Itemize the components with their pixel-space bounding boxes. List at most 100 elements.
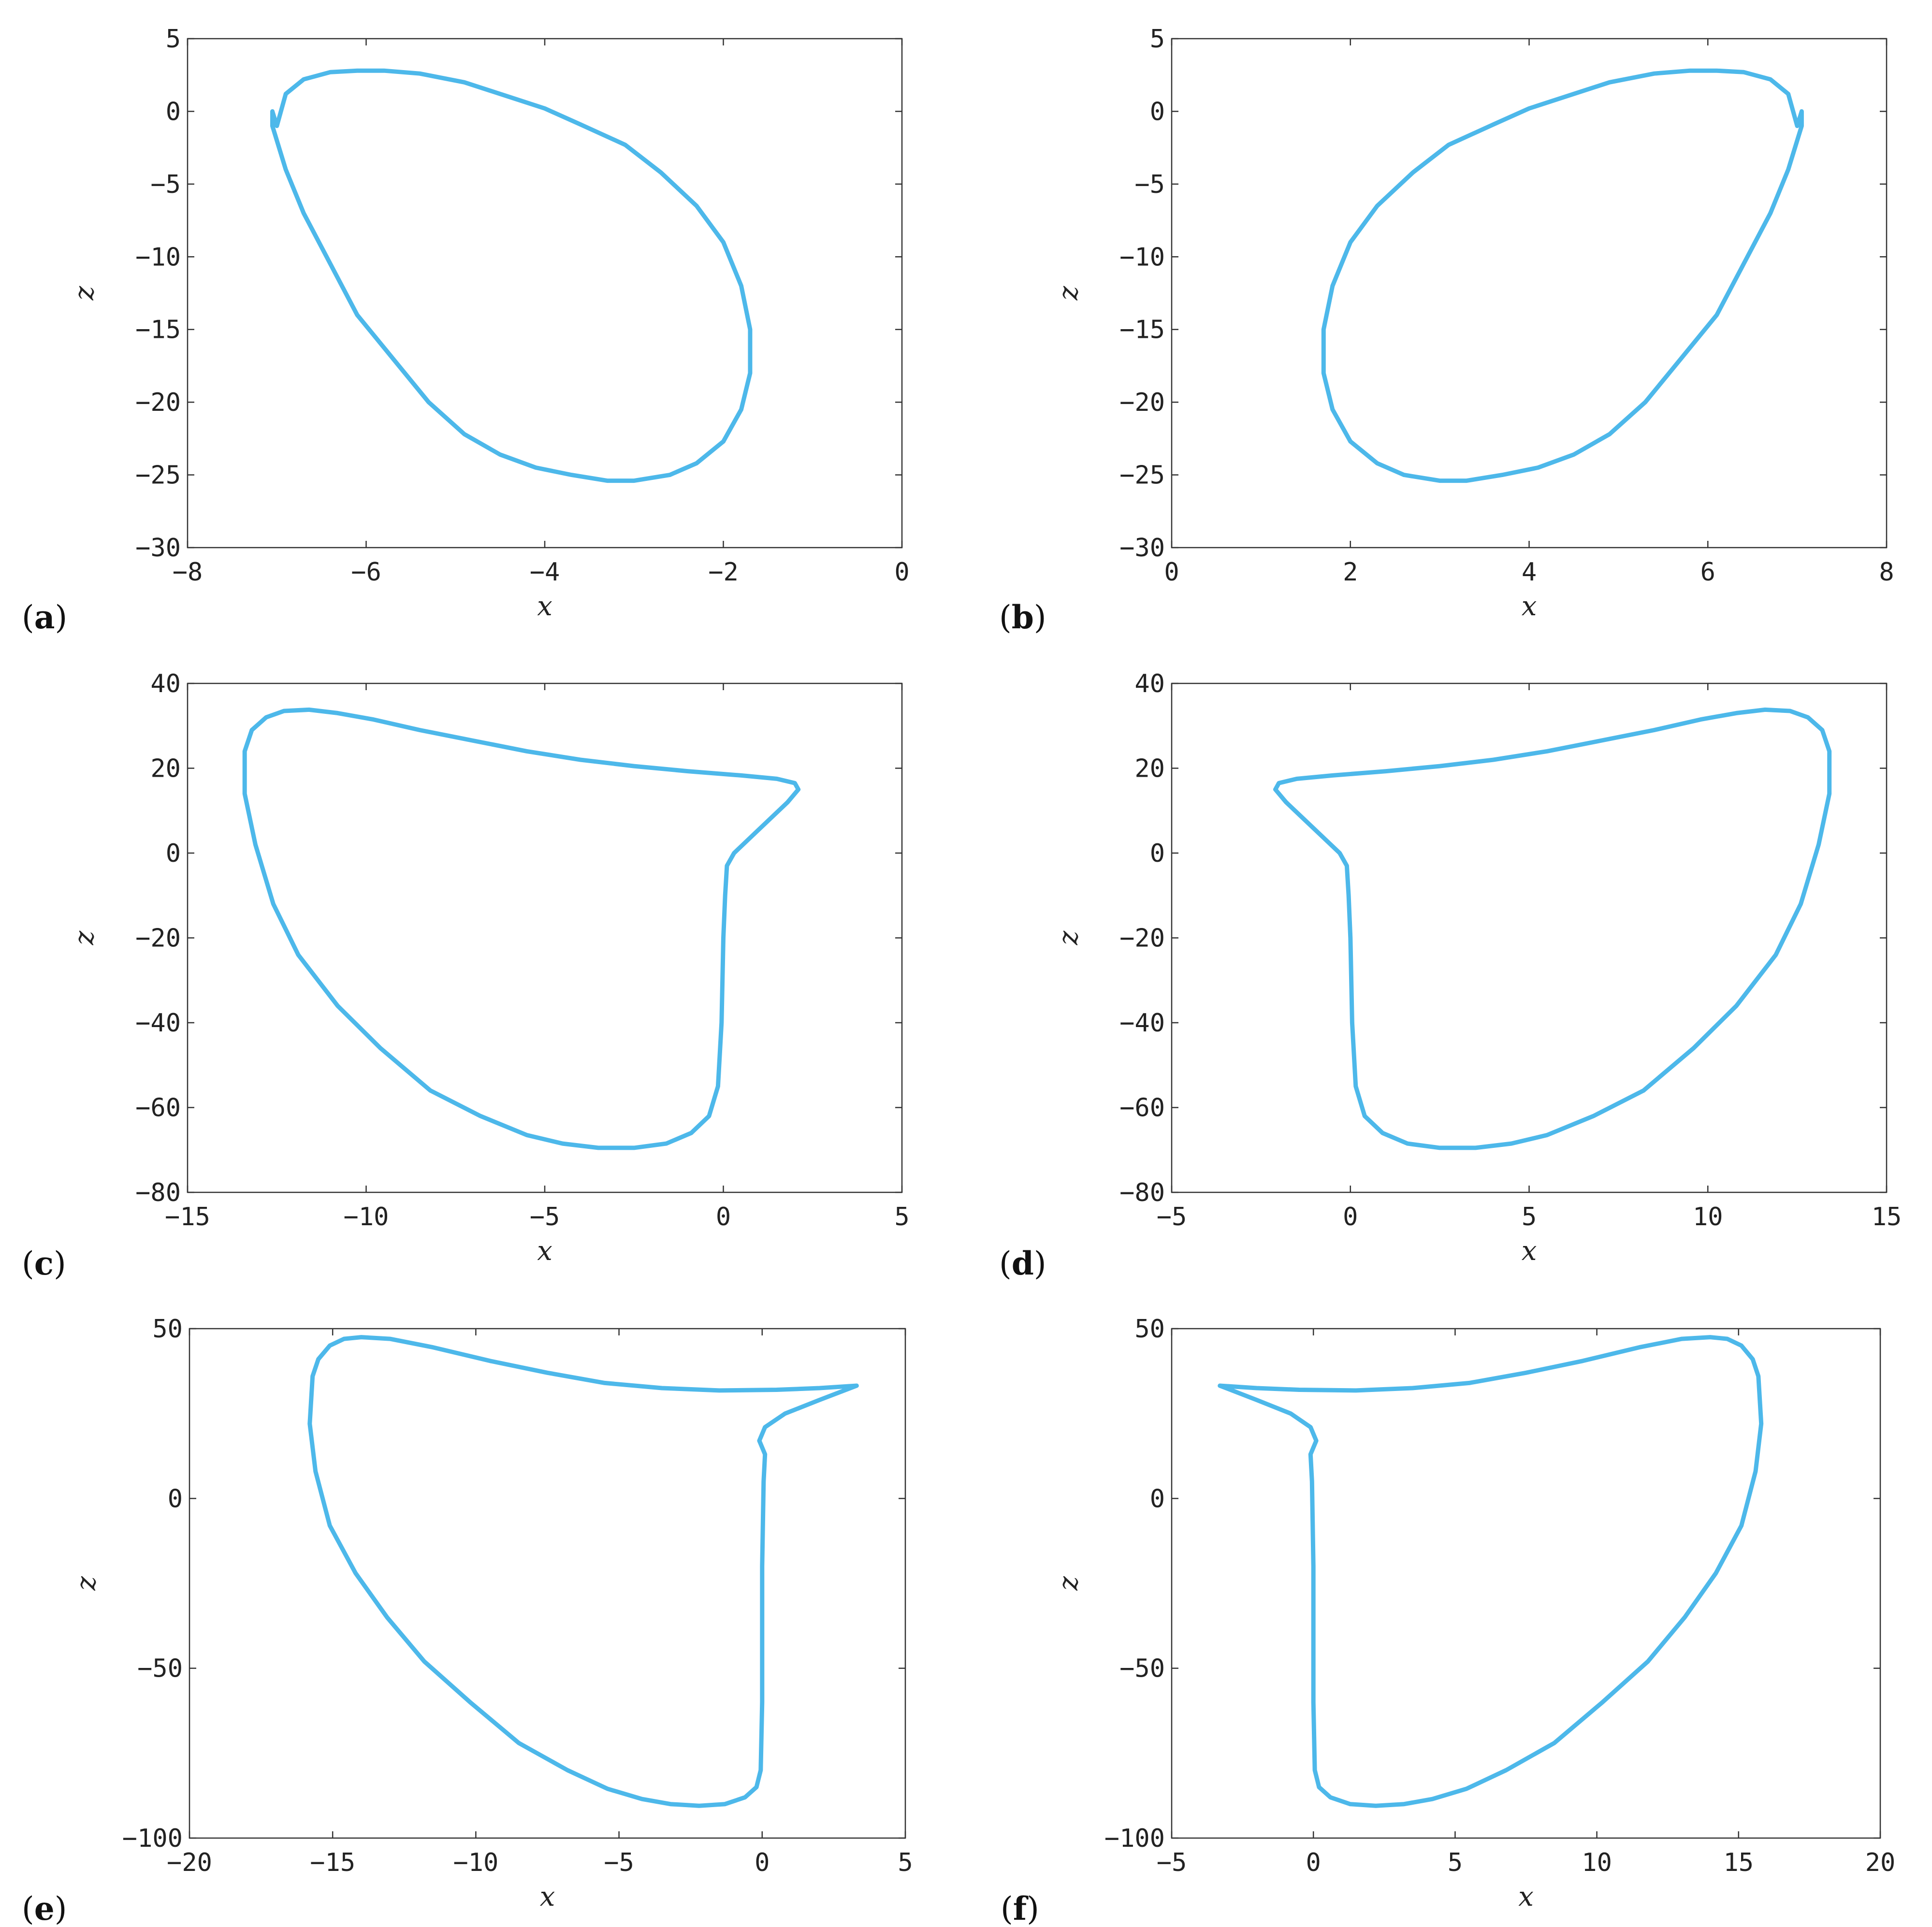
panel-c: −15 −10 −5 0 5 −80 −60 −40 −20 0 20 40 x z (c) [22,669,910,1282]
plot-frame [1171,1328,1881,1839]
plot-frame [1171,682,1888,1193]
plot-frame [189,1328,906,1839]
x-axis-label: x [1518,1881,1534,1913]
y-tick-label: −100 [122,1824,183,1853]
y-tick-label: −20 [1119,924,1165,953]
y-tick-label: −10 [135,243,181,272]
x-tick-label: −15 [165,1203,210,1232]
y-tick-label: 20 [1134,754,1165,783]
y-tick-label: −10 [1119,243,1165,272]
x-tick-label: 5 [1448,1848,1463,1877]
trajectory-curve [242,707,801,1150]
x-tick-label: −5 [604,1848,634,1877]
panel-b: 0 2 4 6 8 −30 −25 −20 −15 −10 −5 0 5 x z (b) [999,25,1894,636]
x-tick-label: 0 [1343,1203,1358,1232]
x-tick-label: −5 [1157,1848,1187,1877]
panel-label: (b) [999,598,1046,636]
x-tick-label: 15 [1723,1848,1754,1877]
x-tick-label: 0 [1164,558,1179,587]
y-tick-label: 40 [150,669,181,698]
y-tick-label: 0 [1150,1484,1165,1513]
x-axis-label: x [1522,591,1537,622]
panel-label: (e) [22,1890,67,1927]
x-tick-label: 10 [1582,1848,1612,1877]
x-tick-label: 6 [1700,558,1715,587]
y-tick-label: −25 [135,461,181,490]
y-axis-label: z [1053,1576,1084,1591]
x-tick-label: −6 [351,558,381,587]
y-tick-label: 20 [150,754,181,783]
y-tick-label: −50 [1119,1654,1165,1683]
x-tick-label: 0 [894,558,909,587]
x-tick-label: 8 [1879,558,1894,587]
panel-label: (c) [22,1245,66,1282]
y-tick-label: −20 [1119,388,1165,417]
trajectory-curve [270,68,753,483]
y-tick-label: −25 [1119,461,1165,490]
y-axis-label: z [1053,930,1084,945]
x-tick-label: −5 [530,1203,560,1232]
y-axis-label: z [71,1576,102,1591]
x-tick-label: 4 [1522,558,1537,587]
y-axis-label: z [69,930,100,945]
trajectory-curve [307,1335,859,1808]
x-tick-label: 0 [716,1203,731,1232]
panel-label: (a) [22,598,67,636]
x-tick-label: 0 [1306,1848,1321,1877]
x-tick-label: 0 [755,1848,770,1877]
panel-d: −5 0 5 10 15 −80 −60 −40 −20 0 20 40 x z (d) [999,669,1902,1282]
panel-label: (d) [999,1245,1046,1282]
y-tick-label: 0 [168,1484,183,1513]
y-tick-label: −80 [1119,1178,1165,1207]
x-axis-label: x [537,591,552,622]
y-tick-label: −60 [135,1094,181,1123]
y-tick-label: 50 [1134,1315,1165,1344]
x-tick-label: −5 [1157,1203,1187,1232]
y-tick-label: −60 [1119,1094,1165,1123]
y-tick-label: −40 [1119,1009,1165,1038]
y-tick-label: 0 [166,97,181,126]
x-tick-label: 5 [894,1203,909,1232]
y-tick-label: −30 [1119,534,1165,563]
y-axis-label: z [69,286,100,301]
y-tick-label: −80 [135,1178,181,1207]
trajectory-curve [1321,68,1804,483]
y-axis-label: z [1053,286,1084,301]
x-tick-label: −4 [530,558,560,587]
y-tick-label: −15 [1119,316,1165,345]
x-tick-label: −10 [344,1203,389,1232]
x-tick-label: 5 [898,1848,913,1877]
y-tick-label: 0 [1150,97,1165,126]
x-tick-label: 5 [1522,1203,1537,1232]
x-axis-label: x [537,1235,552,1267]
x-tick-label: −20 [167,1848,212,1877]
y-tick-label: −20 [135,388,181,417]
y-tick-label: −5 [1134,170,1165,199]
x-tick-label: −8 [173,558,203,587]
y-tick-label: −40 [135,1009,181,1038]
y-tick-label: 0 [166,839,181,868]
y-tick-label: 5 [166,25,181,54]
x-tick-label: −15 [310,1848,355,1877]
trajectory-curve [1273,707,1832,1150]
y-tick-label: 5 [1150,25,1165,54]
y-tick-label: −50 [137,1654,183,1683]
x-axis-label: x [540,1881,555,1913]
panel-label: (f) [1001,1890,1039,1927]
y-tick-label: −100 [1104,1824,1165,1853]
y-tick-label: 0 [1150,839,1165,868]
x-tick-label: 10 [1693,1203,1723,1232]
y-tick-label: −20 [135,924,181,953]
trajectory-curve [1218,1335,1764,1808]
plot-frame [187,682,903,1193]
y-tick-label: 50 [152,1315,183,1344]
x-tick-label: 15 [1872,1203,1902,1232]
x-tick-label: −2 [708,558,739,587]
y-tick-label: 40 [1134,669,1165,698]
y-tick-label: −5 [150,170,181,199]
x-axis-label: x [1522,1235,1537,1267]
